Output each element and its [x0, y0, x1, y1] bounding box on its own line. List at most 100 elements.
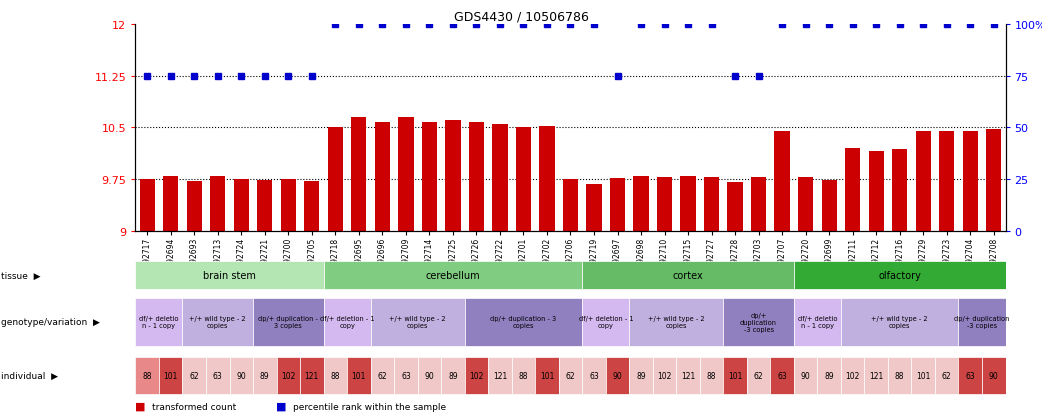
Bar — [465, 357, 489, 394]
Text: dp/+ duplication
-3 copies: dp/+ duplication -3 copies — [954, 316, 1010, 329]
Bar — [324, 262, 582, 290]
Text: cortex: cortex — [673, 271, 703, 281]
Text: 89: 89 — [260, 371, 270, 380]
Bar — [841, 357, 865, 394]
Bar — [629, 357, 652, 394]
Text: 88: 88 — [330, 371, 340, 380]
Text: +/+ wild type - 2
copies: +/+ wild type - 2 copies — [190, 316, 246, 329]
Bar — [723, 298, 794, 346]
Bar — [159, 357, 182, 394]
Bar — [559, 357, 582, 394]
Bar — [324, 298, 371, 346]
Bar — [727, 183, 743, 231]
Bar — [794, 357, 817, 394]
Bar — [680, 177, 696, 231]
Bar — [770, 357, 794, 394]
Text: 88: 88 — [143, 371, 152, 380]
Bar — [540, 127, 554, 231]
Bar — [888, 357, 912, 394]
Bar — [445, 121, 461, 231]
Bar — [652, 357, 676, 394]
Text: 102: 102 — [469, 371, 483, 380]
Bar — [135, 262, 324, 290]
Text: 90: 90 — [613, 371, 622, 380]
Text: dp/+ duplication -
3 copies: dp/+ duplication - 3 copies — [258, 316, 318, 329]
Bar — [892, 150, 908, 231]
Bar — [371, 298, 465, 346]
Text: 62: 62 — [753, 371, 764, 380]
Text: individual  ▶: individual ▶ — [1, 371, 58, 380]
Bar — [422, 123, 437, 231]
Bar — [253, 357, 276, 394]
Text: 63: 63 — [589, 371, 599, 380]
Text: df/+ deletion - 1
copy: df/+ deletion - 1 copy — [578, 316, 634, 329]
Bar — [398, 118, 414, 231]
Bar — [182, 357, 206, 394]
Bar — [959, 298, 1006, 346]
Text: +/+ wild type - 2
copies: +/+ wild type - 2 copies — [390, 316, 446, 329]
Bar — [182, 298, 253, 346]
Bar — [233, 180, 249, 231]
Bar — [723, 357, 747, 394]
Bar — [751, 178, 766, 231]
Text: 89: 89 — [824, 371, 834, 380]
Text: 89: 89 — [448, 371, 457, 380]
Bar — [986, 129, 1001, 231]
Bar — [610, 178, 625, 231]
Bar — [187, 182, 202, 231]
Text: 89: 89 — [637, 371, 646, 380]
Text: olfactory: olfactory — [878, 271, 921, 281]
Bar — [629, 298, 723, 346]
Text: 63: 63 — [777, 371, 787, 380]
Bar — [135, 357, 159, 394]
Bar — [959, 357, 982, 394]
Text: brain stem: brain stem — [203, 271, 256, 281]
Bar — [634, 176, 649, 231]
Bar — [563, 180, 578, 231]
Bar — [371, 357, 394, 394]
Bar — [327, 128, 343, 231]
Bar — [300, 357, 324, 394]
Bar — [605, 357, 629, 394]
Bar — [304, 182, 320, 231]
Bar — [582, 357, 605, 394]
Bar — [135, 298, 182, 346]
Bar — [276, 357, 300, 394]
Text: 62: 62 — [942, 371, 951, 380]
Bar — [676, 357, 700, 394]
Text: 101: 101 — [540, 371, 554, 380]
Text: GDS4430 / 10506786: GDS4430 / 10506786 — [453, 10, 589, 23]
Text: +/+ wild type - 2
copies: +/+ wild type - 2 copies — [871, 316, 928, 329]
Text: cerebellum: cerebellum — [425, 271, 480, 281]
Text: 102: 102 — [281, 371, 296, 380]
Text: 88: 88 — [519, 371, 528, 380]
Bar — [587, 185, 601, 231]
Bar — [206, 357, 229, 394]
Text: 101: 101 — [164, 371, 178, 380]
Text: ■: ■ — [135, 401, 146, 411]
Text: +/+ wild type - 2
copies: +/+ wild type - 2 copies — [648, 316, 704, 329]
Bar — [794, 262, 1006, 290]
Text: df/+ deletion - 1
copy: df/+ deletion - 1 copy — [320, 316, 374, 329]
Text: dp/+
duplication
-3 copies: dp/+ duplication -3 copies — [740, 312, 777, 332]
Text: 121: 121 — [493, 371, 507, 380]
Text: dp/+ duplication - 3
copies: dp/+ duplication - 3 copies — [491, 316, 556, 329]
Bar — [582, 298, 629, 346]
Bar — [516, 128, 531, 231]
Text: 62: 62 — [566, 371, 575, 380]
Bar — [164, 176, 178, 231]
Text: 121: 121 — [304, 371, 319, 380]
Text: 121: 121 — [681, 371, 695, 380]
Text: df/+ deletio
n - 1 copy: df/+ deletio n - 1 copy — [798, 316, 837, 329]
Text: 63: 63 — [213, 371, 223, 380]
Text: 90: 90 — [237, 371, 246, 380]
Text: 102: 102 — [845, 371, 860, 380]
Bar — [774, 131, 790, 231]
Text: 63: 63 — [965, 371, 975, 380]
Bar — [939, 131, 954, 231]
Text: 102: 102 — [658, 371, 672, 380]
Bar — [492, 125, 507, 231]
Bar — [841, 298, 959, 346]
Bar — [821, 181, 837, 231]
Text: genotype/variation  ▶: genotype/variation ▶ — [1, 318, 100, 327]
